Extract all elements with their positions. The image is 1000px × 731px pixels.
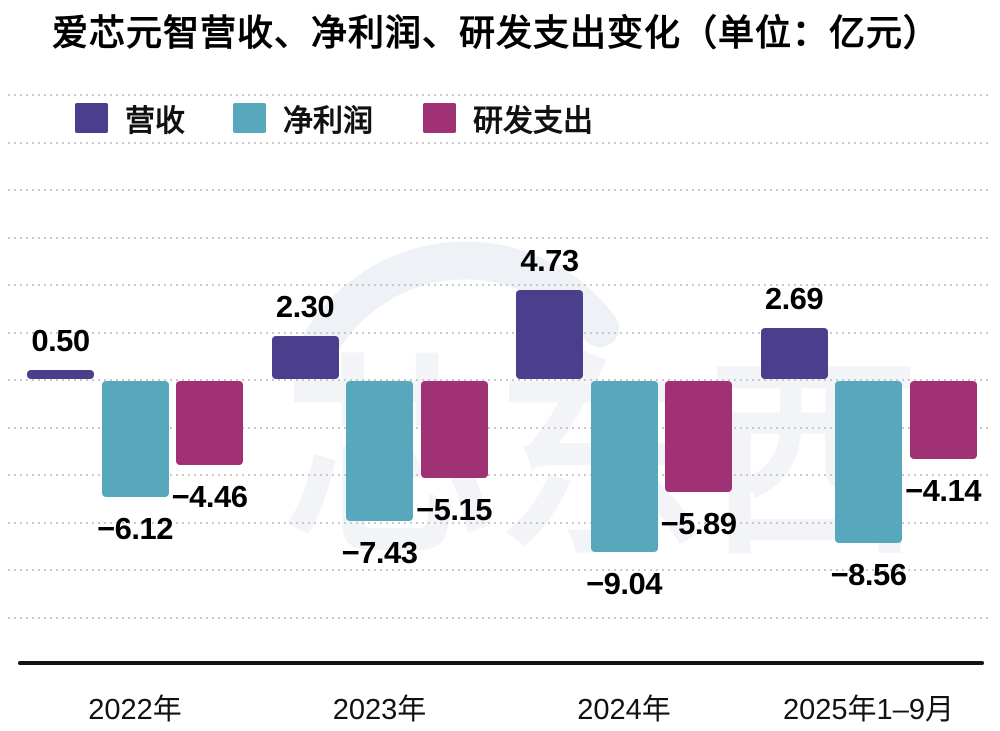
value-label-revenue-2: 2.30 [275, 289, 335, 324]
bar-net-profit-4 [835, 381, 902, 543]
legend-label-revenue: 营收 [125, 105, 185, 138]
legend-swatch-rd-spend-icon [423, 103, 456, 133]
legend-swatch-net-profit-icon [233, 103, 266, 133]
bar-revenue-4 [760, 328, 828, 379]
gridline [8, 617, 992, 619]
legend-label-rd-spend: 研发支出 [473, 105, 593, 138]
x-label-3: 2024年 [577, 694, 671, 726]
bar-revenue-2 [271, 336, 339, 379]
gridline [8, 332, 992, 334]
bar-revenue-1 [27, 370, 94, 379]
bar-rd-spend-2 [420, 381, 488, 478]
bar-rd-spend-4 [909, 381, 977, 459]
gridline [8, 189, 992, 191]
x-label-2: 2023年 [332, 694, 427, 726]
gridline [8, 142, 992, 144]
gridline [8, 379, 992, 381]
gridline [8, 474, 992, 476]
gridline [8, 284, 992, 286]
legend-swatch-revenue-icon [75, 103, 108, 133]
legend-item-net-profit: 净利润 [233, 102, 373, 138]
bar-net-profit-3 [590, 381, 658, 552]
x-axis-line [18, 661, 984, 665]
value-label-net-profit-3: −9.04 [586, 566, 662, 601]
bar-revenue-3 [516, 290, 583, 379]
x-label-4: 2025年1–9月 [783, 694, 954, 726]
bar-rd-spend-1 [176, 381, 243, 465]
bar-net-profit-1 [101, 381, 169, 497]
gridline [8, 94, 992, 96]
gridline [8, 237, 992, 239]
bar-rd-spend-3 [665, 381, 732, 492]
value-label-net-profit-1: −6.12 [97, 511, 173, 546]
value-label-rd-spend-3: −5.89 [660, 506, 737, 541]
value-label-rd-spend-4: −4.14 [905, 473, 981, 508]
chart-title: 爱芯元智营收、净利润、研发支出变化（单位：亿元） [52, 12, 941, 53]
legend-label-net-profit: 净利润 [283, 105, 373, 138]
x-label-1: 2022年 [88, 694, 182, 726]
gridline [8, 569, 992, 571]
value-label-rd-spend-1: −4.46 [171, 479, 248, 514]
value-label-net-profit-4: −8.56 [830, 557, 907, 592]
legend-item-rd-spend: 研发支出 [423, 102, 593, 138]
gridline [8, 427, 992, 429]
value-label-revenue-3: 4.73 [520, 243, 579, 278]
gridline [8, 522, 992, 524]
value-label-revenue-1: 0.50 [31, 323, 90, 358]
legend-item-revenue: 营收 [75, 102, 185, 138]
value-label-rd-spend-2: −5.15 [416, 492, 492, 527]
value-label-net-profit-2: −7.43 [341, 535, 418, 570]
bar-net-profit-2 [346, 381, 413, 521]
value-label-revenue-4: 2.69 [764, 281, 824, 316]
